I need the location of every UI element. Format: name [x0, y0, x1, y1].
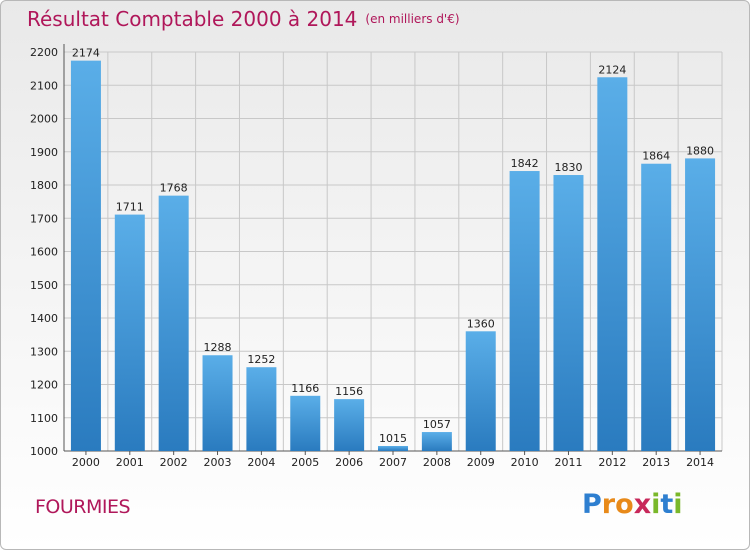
chart-title: Résultat Comptable 2000 à 2014 (en millie… — [27, 7, 460, 31]
y-tick-label: 1600 — [30, 246, 58, 259]
bar-2000 — [70, 60, 101, 452]
value-label-2009: 1360 — [467, 317, 495, 330]
x-tick-label-2003: 2003 — [204, 456, 232, 469]
value-label-2005: 1166 — [291, 382, 319, 395]
y-tick-label: 1300 — [30, 345, 58, 358]
logo-letter: P — [582, 489, 602, 520]
bar-2002 — [158, 195, 189, 451]
x-tick-label-2007: 2007 — [379, 456, 407, 469]
value-label-2012: 2124 — [598, 63, 626, 76]
bar-2011 — [553, 175, 584, 451]
commune-name: FOURMIES — [35, 496, 131, 518]
x-tick-label-2011: 2011 — [554, 456, 582, 469]
bar-2005 — [290, 395, 321, 451]
value-label-2010: 1842 — [511, 157, 539, 170]
x-tick-label-2002: 2002 — [160, 456, 188, 469]
x-tick-label-2006: 2006 — [335, 456, 363, 469]
chart-title-text: Résultat Comptable 2000 à 2014 — [27, 7, 358, 31]
value-label-2002: 1768 — [160, 182, 188, 195]
value-label-2011: 1830 — [554, 161, 582, 174]
value-label-2006: 1156 — [335, 385, 363, 398]
value-label-2007: 1015 — [379, 432, 407, 445]
y-tick-label: 1100 — [30, 412, 58, 425]
y-tick-label: 1900 — [30, 146, 58, 159]
y-tick-label: 2100 — [30, 79, 58, 92]
bar-2010 — [509, 171, 540, 451]
logo-letter: i — [651, 489, 661, 520]
y-tick-label: 1400 — [30, 312, 58, 325]
y-tick-label: 1500 — [30, 279, 58, 292]
logo-letter: i — [673, 489, 683, 520]
x-tick-label-2008: 2008 — [423, 456, 451, 469]
bar-2008 — [421, 432, 452, 451]
logo-letter: o — [615, 489, 634, 520]
y-tick-label: 2000 — [30, 113, 58, 126]
x-tick-label-2012: 2012 — [598, 456, 626, 469]
value-label-2014: 1880 — [686, 144, 714, 157]
bar-2001 — [114, 214, 145, 451]
logo-letter: t — [660, 489, 674, 520]
x-tick-label-2014: 2014 — [686, 456, 714, 469]
bar-2006 — [334, 399, 365, 451]
value-label-2008: 1057 — [423, 418, 451, 431]
logo-letter: r — [601, 489, 616, 520]
x-tick-label-2010: 2010 — [511, 456, 539, 469]
value-label-2004: 1252 — [247, 353, 275, 366]
chart-subtitle: (en milliers d'€) — [365, 12, 460, 26]
bar-2007 — [378, 446, 408, 451]
x-tick-label-2000: 2000 — [72, 456, 100, 469]
x-tick-label-2005: 2005 — [291, 456, 319, 469]
y-tick-label: 1800 — [30, 179, 58, 192]
bar-2004 — [246, 367, 277, 451]
x-tick-label-2013: 2013 — [642, 456, 670, 469]
logo-letter: x — [633, 489, 652, 520]
y-tick-label: 1000 — [30, 445, 58, 458]
bar-2013 — [641, 163, 672, 451]
x-tick-label-2001: 2001 — [116, 456, 144, 469]
x-tick-label-2004: 2004 — [247, 456, 275, 469]
y-tick-label: 2200 — [30, 46, 58, 59]
bar-2014 — [685, 158, 716, 451]
value-label-2003: 1288 — [204, 341, 232, 354]
y-tick-label: 1200 — [30, 379, 58, 392]
value-label-2000: 2174 — [72, 47, 100, 60]
value-label-2001: 1711 — [116, 201, 144, 214]
value-label-2013: 1864 — [642, 150, 670, 163]
y-tick-label: 1700 — [30, 212, 58, 225]
x-tick-label-2009: 2009 — [467, 456, 495, 469]
bar-2009 — [465, 331, 496, 451]
proxiti-logo: Proxiti — [582, 489, 683, 520]
bar-2003 — [202, 355, 233, 451]
bar-2012 — [597, 77, 628, 452]
